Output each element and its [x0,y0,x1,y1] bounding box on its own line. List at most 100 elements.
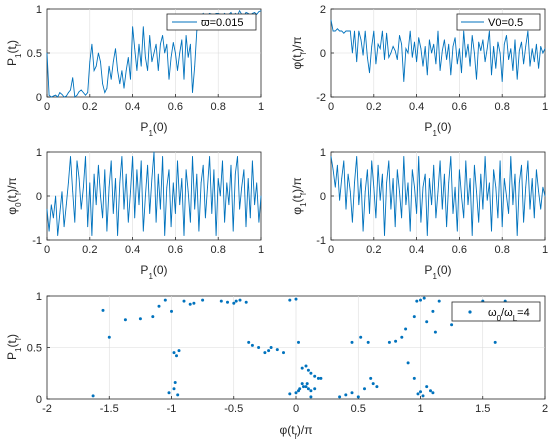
panel-3-data-point [185,169,187,171]
panel-1-data-point [177,70,178,71]
panel-1-data-point [155,43,157,45]
panel-3-data-point [213,169,215,171]
panel-1-ticks: 0 0.2 0.4 0.6 0.8 1 0 0.5 1 [27,4,264,113]
panel-5-data-point [302,385,305,389]
panel-2-xtick-label: 0.6 [452,101,467,113]
panel-3-data-point [76,160,78,162]
panel-5-data-point [172,387,176,391]
panel-1-data-point [119,83,121,85]
panel-2-data-point [503,43,505,45]
panel-4-data-point [478,222,480,223]
panel-2-data-point [508,59,509,60]
panel-4-data-point [339,200,340,201]
panel-4-data-point [347,173,349,175]
panel-3-data-point [121,156,123,157]
panel-5-data-point [282,351,285,355]
panel-3-data-point [78,178,80,179]
panel-3-data-point [95,204,97,206]
panel-5-data-point [425,385,429,389]
panel-5-data-point [170,309,173,313]
panel-5-ytick-label: 0 [36,394,42,406]
panel-3-data-point [57,235,59,237]
panel-4-data-point [377,164,379,166]
panel-1-data-point [260,10,262,12]
panel-2-data-point [480,50,482,52]
panel-2-data-point [491,74,492,76]
panel-4-data-point [536,169,537,171]
panel-4-data-point [429,178,430,179]
panel-4-xtick-label: 0 [328,244,334,256]
panel-4-data-point [392,178,394,179]
panel-3-data-point [207,186,208,188]
panel-1-data-point [196,30,198,32]
panel-5-legend-box [451,301,541,322]
panel-2-data-point [435,63,437,65]
panel-4-data-point [337,164,338,166]
panel-2-data-point [369,72,370,74]
panel-3-data-point [196,173,198,175]
panel-4-data-point [367,169,368,171]
panel-3-data-point [80,208,82,210]
panel-1-data-point [106,87,108,89]
panel-1-data-point [65,95,67,97]
panel-5-data-point [356,395,360,399]
panel-2-data-point [411,57,413,58]
panel-5-data-point [313,387,317,391]
panel-5-ytick-label: 1 [36,291,42,303]
panel-2-data-point [531,48,533,49]
panel-1-data-point [117,70,118,71]
panel-3-data-point [162,156,164,157]
panel-2-data-point [330,19,332,21]
panel-5-data-point [404,327,408,331]
panel-2-data-point [396,59,398,60]
panel-5-data-point [182,299,186,303]
panel-1-data-point [76,94,78,96]
panel-2-data-point [356,61,358,63]
panel-1-data-point [98,52,99,54]
panel-1-xtick-label: 0.6 [168,101,183,113]
panel-5-data-point [250,343,254,347]
panel-3-data-point [48,230,50,232]
panel-2-data-point [405,48,407,49]
panel-1-data-point [134,48,136,49]
panel-4-data-point [373,186,375,188]
panel-1-data-point [95,65,97,67]
panel-2-xtick-label: 1 [542,101,548,113]
panel-5-data-point [412,315,416,319]
panel-2-data-point [401,43,402,45]
panel-5-xtick-label: -1.5 [100,403,119,415]
panel-3-data-point [252,160,253,162]
panel-5-data-point [232,301,236,305]
panel-2-data-point [525,46,527,47]
panel-4-data-point [394,226,396,228]
panel-3-data-point [110,160,112,162]
panel-2-data-point [478,41,480,43]
panel-1-legend-box [166,13,257,31]
panel-4-data-point [431,204,432,206]
panel-2-data-point [540,46,542,47]
panel-2-data-point [362,54,364,56]
panel-1-data-point [80,89,82,91]
panel-5-data-point [157,304,161,308]
panel-4-data-point [514,173,516,175]
panel-5-data-point [269,346,273,349]
panel-5-data-point [163,298,167,302]
panel-3-data-point [83,186,84,188]
panel-1-data-point [127,57,129,58]
panel-phi-vs-p1-0: 0 0.2 0.4 0.6 0.8 1-202 V0=0.5 φ(tf)/π P1(0) [290,4,548,138]
panel-2-data-point [418,37,420,38]
panel-4-data-point [448,182,450,184]
panel-2-data-point [523,63,524,65]
panel-3-data-point [160,208,161,210]
panel-5-data-point [304,364,308,368]
panel-5-data-point [416,392,420,396]
panel-3-data-point [190,222,191,223]
panel-2-xtick-label: 0.4 [409,101,424,113]
panel-3-ytick-label: 1 [36,147,42,159]
panel-1-data-point [194,65,196,67]
panel-2-data-point [529,65,531,67]
panel-2-data-point [495,68,497,69]
panel-4-data-point [454,186,456,188]
panel-2-data-point [493,46,494,47]
panel-4-data-point [379,200,381,201]
